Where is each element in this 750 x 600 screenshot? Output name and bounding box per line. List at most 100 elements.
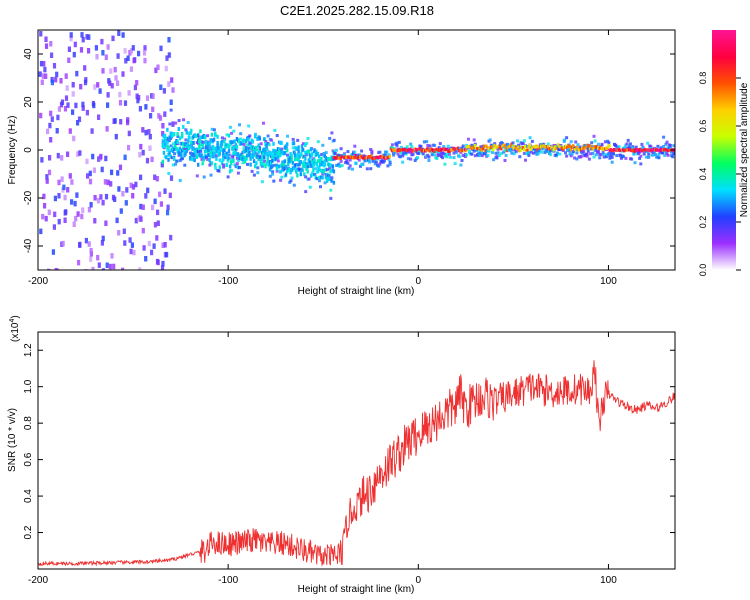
heatmap-cell-1262	[406, 157, 410, 161]
heatmap-cell-412	[184, 138, 188, 142]
heatmap-y-tick-label: 0	[23, 147, 34, 153]
heatmap-cell-227	[134, 217, 138, 224]
heatmap-cell-210	[127, 90, 131, 96]
heatmap-cell-139	[97, 262, 101, 268]
heatmap-cell-1	[39, 31, 43, 37]
heatmap-cell-83	[72, 51, 76, 58]
heatmap-cell-249	[144, 193, 148, 199]
heatmap-cell-487	[201, 140, 205, 144]
heatmap-cell-946	[305, 166, 308, 171]
heatmap-cell-33	[52, 63, 57, 69]
heatmap-cell-1165	[369, 156, 372, 160]
heatmap-cell-24	[48, 122, 52, 129]
heatmap-cell-1265	[408, 150, 411, 154]
heatmap-cell-892	[293, 167, 297, 171]
snr-x-label: Height of straight line (km)	[298, 584, 415, 595]
heatmap-cell-626	[232, 158, 235, 163]
heatmap-cell-1812	[614, 144, 618, 148]
heatmap-cell-1343	[437, 150, 441, 154]
heatmap-cell-325	[163, 133, 167, 138]
heatmap-cell-1318	[427, 148, 430, 152]
heatmap-cell-1570	[522, 148, 526, 152]
heatmap-cell-722	[255, 148, 259, 152]
heatmap-cell-135	[96, 82, 100, 88]
heatmap-cell-326	[163, 142, 167, 147]
heatmap-cell-129	[93, 84, 97, 90]
heatmap-cell-290	[161, 123, 165, 129]
colorbar-gradient	[712, 30, 736, 270]
heatmap-cell-755	[262, 152, 265, 157]
heatmap-cell-1239	[397, 140, 401, 144]
heatmap-cell-638	[235, 156, 239, 160]
heatmap-cell-1088	[340, 164, 344, 168]
heatmap-cell-275	[155, 176, 159, 182]
heatmap-cell-1690	[568, 144, 571, 148]
heatmap-cell-61	[64, 73, 68, 79]
heatmap-cell-1925	[657, 156, 661, 160]
heatmap-cell-407	[183, 163, 187, 167]
heatmap-cell-366	[173, 156, 176, 161]
heatmap-cell-753	[262, 121, 265, 125]
heatmap-cell-1916	[654, 153, 658, 157]
heatmap-cell-123	[89, 202, 93, 208]
heatmap-cell-285	[160, 265, 165, 270]
heatmap-cell-216	[131, 45, 135, 51]
heatmap-cell-197	[123, 154, 127, 161]
heatmap-cell-1850	[629, 142, 632, 146]
heatmap-cell-205	[126, 55, 130, 61]
heatmap-cell-545	[214, 131, 217, 136]
heatmap-cell-1781	[603, 153, 607, 156]
heatmap-cell-16	[46, 128, 50, 135]
heatmap-cell-759	[263, 137, 266, 142]
heatmap-cell-647	[238, 123, 241, 127]
heatmap-cell-964	[309, 163, 313, 168]
heatmap-cell-1814	[615, 147, 619, 151]
heatmap-cell-1958	[670, 150, 674, 154]
heatmap-cell-430	[187, 135, 191, 140]
heatmap-cell-1268	[409, 157, 413, 161]
heatmap-cell-742	[259, 142, 263, 146]
heatmap-cell-420	[185, 148, 188, 153]
heatmap-cell-39	[55, 71, 59, 78]
heatmap-cell-137	[97, 114, 101, 120]
heatmap-cell-53	[60, 176, 64, 182]
colorbar-tick-label: 0.2	[698, 216, 708, 229]
heatmap-cell-1653	[554, 153, 558, 157]
heatmap-cell-1893	[645, 155, 648, 159]
heatmap-cell-501	[203, 149, 207, 154]
heatmap-cell-539	[212, 151, 216, 156]
heatmap-cell-883	[291, 137, 295, 141]
heatmap-cell-1733	[585, 152, 589, 156]
heatmap-cell-786	[268, 167, 272, 172]
heatmap-cell-934	[303, 164, 306, 169]
heatmap-cell-1021	[322, 170, 325, 175]
heatmap-cell-1257	[404, 151, 408, 154]
heatmap-cell-1674	[562, 138, 566, 142]
heatmap-cell-187	[117, 186, 121, 192]
heatmap-cell-102	[81, 101, 85, 108]
heatmap-cell-212	[129, 248, 133, 255]
heatmap-cell-1344	[437, 146, 441, 150]
heatmap-cell-1935	[660, 151, 664, 155]
heatmap-cell-1937	[662, 135, 666, 139]
heatmap-cell-200	[124, 58, 128, 64]
heatmap-cell-1898	[647, 152, 651, 156]
heatmap-cell-605	[227, 144, 231, 149]
heatmap-cell-208	[128, 237, 132, 243]
heatmap-cell-982	[314, 167, 318, 171]
heatmap-cell-906	[296, 173, 299, 178]
heatmap-cell-1382	[452, 151, 456, 155]
heatmap-cell-873	[289, 179, 293, 183]
heatmap-cell-193	[121, 71, 125, 77]
heatmap-cell-353	[170, 156, 174, 160]
heatmap-cell-459	[194, 134, 198, 138]
heatmap-cell-1722	[581, 151, 585, 155]
heatmap-cell-194	[121, 267, 125, 270]
heatmap-cell-850	[283, 150, 287, 155]
heatmap-cell-857	[286, 134, 289, 138]
heatmap-cell-736	[257, 143, 260, 148]
heatmap-cell-1725	[582, 150, 586, 153]
heatmap-cell-1789	[606, 146, 609, 150]
heatmap-cell-778	[267, 150, 271, 154]
